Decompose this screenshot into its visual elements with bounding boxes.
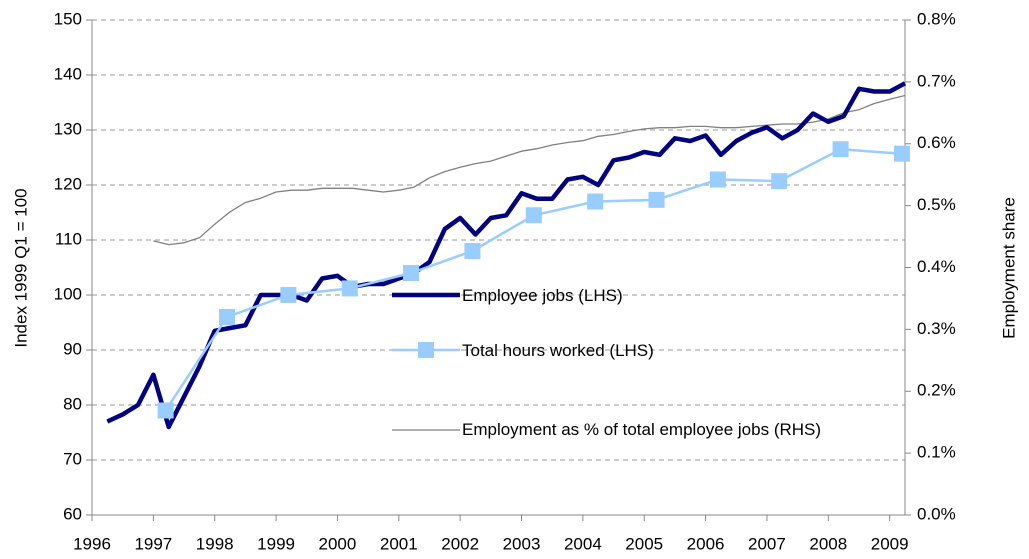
- marker: [587, 193, 604, 210]
- x-tick-label: 1998: [196, 534, 234, 553]
- marker: [218, 309, 235, 325]
- x-tick-label: 2006: [687, 534, 725, 553]
- marker: [893, 145, 910, 162]
- y2-tick-label: 0.4%: [917, 257, 956, 276]
- legend-swatch: [392, 292, 460, 298]
- x-tick-label: 1996: [73, 534, 111, 553]
- x-tick-label: 2001: [380, 534, 418, 553]
- y-tick-label: 90: [63, 339, 82, 358]
- marker: [280, 287, 297, 303]
- y-axis-title: Index 1999 Q1 = 100: [11, 188, 30, 347]
- marker: [525, 207, 542, 224]
- y2-tick-label: 0.2%: [917, 381, 956, 400]
- marker: [709, 171, 726, 188]
- marker: [771, 173, 788, 190]
- marker: [341, 280, 358, 297]
- x-tick-label: 2009: [871, 534, 909, 553]
- y-tick-label: 80: [63, 394, 82, 413]
- y2-tick-label: 0.7%: [917, 71, 956, 90]
- x-tick-label: 2002: [441, 534, 479, 553]
- legend-marker: [418, 342, 434, 358]
- x-tick-label: 1997: [134, 534, 172, 553]
- x-tick-label: 2004: [564, 534, 602, 553]
- legend-label: Total hours worked (LHS): [462, 341, 654, 360]
- y2-tick-label: 0.0%: [917, 504, 956, 523]
- y-tick-label: 130: [54, 119, 82, 138]
- legend-swatch: [392, 342, 460, 358]
- legend-entry: Total hours worked (LHS): [390, 333, 860, 368]
- x-tick-label: 2005: [625, 534, 663, 553]
- y-tick-label: 100: [54, 284, 82, 303]
- marker: [157, 402, 174, 419]
- y2-tick-label: 0.1%: [917, 443, 956, 462]
- x-tick-label: 2003: [503, 534, 541, 553]
- legend-label: Employment as % of total employee jobs (…: [462, 420, 822, 439]
- series-line: [153, 94, 906, 246]
- y2-tick-label: 0.5%: [917, 195, 956, 214]
- y-tick-label: 70: [63, 449, 82, 468]
- marker: [832, 141, 849, 158]
- marker: [648, 191, 665, 208]
- legend-swatch: [392, 429, 460, 431]
- y-tick-label: 110: [55, 229, 82, 248]
- legend: Employee jobs (LHS) Total hours worked (L…: [390, 278, 860, 448]
- y2-tick-label: 0.6%: [917, 133, 956, 152]
- y2-axis-title: Employment share: [999, 197, 1018, 339]
- y-tick-label: 150: [54, 9, 82, 28]
- y2-tick-label: 0.8%: [917, 9, 956, 28]
- y2-tick-label: 0.3%: [917, 319, 956, 338]
- y-tick-label: 60: [63, 504, 82, 523]
- y-tick-label: 140: [54, 64, 82, 83]
- marker: [403, 265, 420, 281]
- legend-label: Employee jobs (LHS): [462, 286, 623, 305]
- legend-entry: Employment as % of total employee jobs (…: [390, 413, 860, 448]
- y-tick-label: 120: [54, 174, 82, 193]
- x-tick-label: 2007: [748, 534, 786, 553]
- legend-entry: Employee jobs (LHS): [390, 278, 860, 313]
- x-tick-label: 2000: [319, 534, 357, 553]
- x-tick-label: 2008: [809, 534, 847, 553]
- series-line: [106, 81, 907, 430]
- marker: [464, 243, 481, 259]
- x-tick-label: 1999: [257, 534, 295, 553]
